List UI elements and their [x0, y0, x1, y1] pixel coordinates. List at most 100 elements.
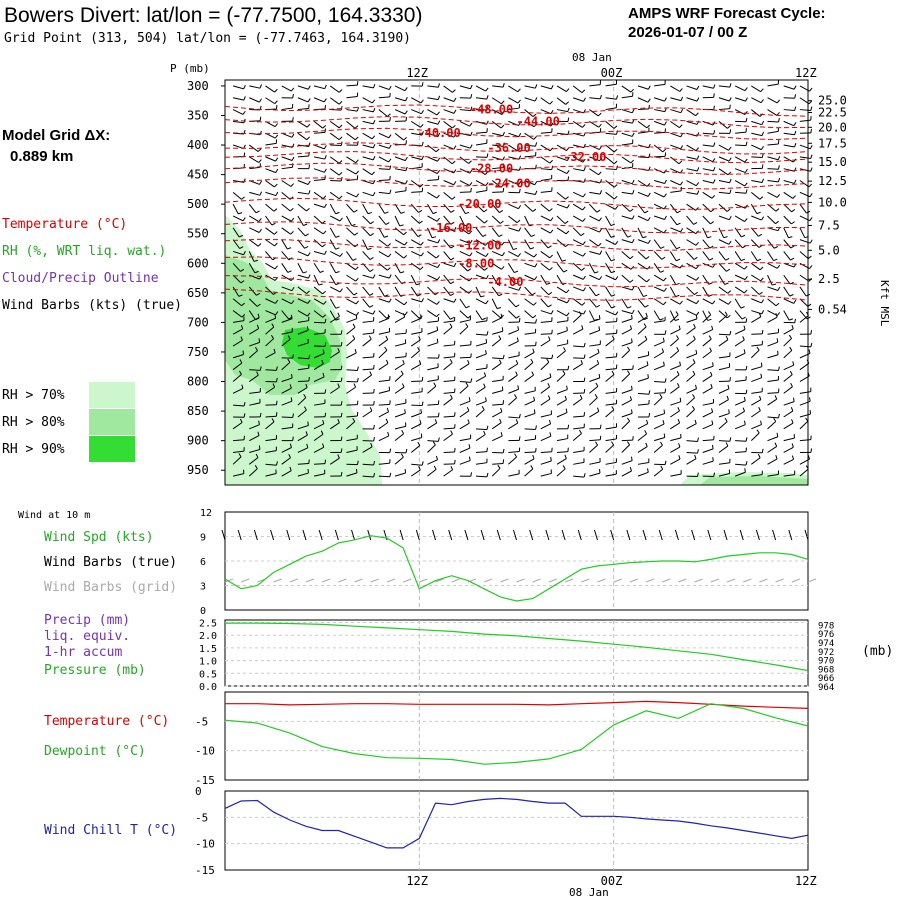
temp-dewpoint-panel: -15-10-5 — [195, 691, 809, 787]
true-wind-barb — [270, 529, 275, 541]
wind-barb — [556, 168, 568, 174]
wind-barb — [799, 362, 810, 371]
wind-barb-flag — [643, 294, 648, 298]
wind-barb — [524, 120, 535, 128]
wind-barb-flag — [369, 304, 374, 308]
wind-barb — [540, 413, 552, 418]
wind-barb-flag — [676, 222, 681, 226]
wind-barb — [265, 85, 275, 93]
wind-barb — [589, 461, 601, 465]
wind-barb-flag — [486, 95, 489, 100]
wind-barb-flag — [437, 95, 441, 100]
wind-barb-flag — [483, 209, 488, 213]
wind-barb — [443, 239, 452, 249]
wind-barb — [248, 468, 258, 477]
wind-barb-flag — [725, 335, 729, 340]
wind-barb — [459, 319, 471, 323]
wind-barb — [572, 120, 583, 128]
wind-barb-flag — [695, 314, 698, 319]
wind-barb-flag — [757, 453, 761, 458]
wind-barb-flag — [662, 148, 667, 153]
wind-barb-flag — [500, 407, 503, 412]
wind-barb — [459, 460, 471, 465]
wind-barb — [670, 473, 682, 477]
wind-barb — [589, 397, 598, 406]
wind-barb — [556, 412, 568, 418]
height-tick-label: 25.0 — [818, 94, 847, 108]
wind-barb-flag — [465, 305, 470, 309]
wind-barb-flag — [432, 441, 436, 446]
wind-barb — [443, 398, 453, 406]
wind-barb-flag — [404, 409, 406, 414]
wind-barb — [491, 286, 500, 297]
wind-barb-flag — [646, 124, 651, 129]
wind-barb-flag — [758, 395, 762, 400]
wind-barb-flag — [676, 383, 680, 388]
precip-pressure-panel: 0.00.51.01.52.02.59649669689709729749769… — [199, 619, 834, 693]
wind-barb-flag — [760, 88, 764, 92]
wind-barb-flag — [468, 277, 473, 282]
wind-barb — [751, 344, 763, 347]
wind-barb — [249, 328, 259, 335]
wind-barb-flag — [340, 412, 343, 418]
wind-barb-flag — [432, 211, 437, 215]
precip-label-liq: liq. equiv. — [44, 629, 131, 644]
wind-barb-flag — [550, 85, 554, 90]
height-tick-label: 2.5 — [818, 272, 840, 286]
wind-barb-flag — [470, 106, 473, 111]
wind-barb-flag — [530, 358, 534, 363]
wind-barb-flag — [354, 232, 359, 236]
wind-barb — [265, 338, 274, 347]
wind-barb-flag — [583, 389, 586, 394]
wind-barb — [621, 373, 631, 382]
wind-barb — [718, 388, 730, 394]
wind-barb — [475, 251, 487, 257]
wind-barb — [670, 458, 681, 465]
wind-barb — [475, 227, 484, 237]
wind-barb-flag — [661, 256, 666, 260]
wind-barb-flag — [481, 406, 485, 410]
wind-barb — [783, 474, 795, 477]
wind-barb-flag — [807, 372, 810, 377]
wind-barb-flag — [368, 335, 372, 340]
wind-barb-flag — [436, 217, 440, 222]
wind-barb-flag — [335, 247, 340, 250]
height-tick-label: 17.5 — [818, 136, 847, 150]
wind-barb — [281, 107, 293, 111]
wind-barb-flag — [535, 341, 537, 346]
wind-barb — [313, 310, 324, 318]
isotherm-lines — [224, 104, 809, 301]
wind-barb-flag — [514, 453, 518, 458]
wind-barb-flag — [420, 252, 424, 257]
wind-barb — [394, 274, 403, 285]
wind-barb-flag — [774, 442, 778, 447]
wind-barb — [410, 203, 419, 213]
wind-barb-flag — [598, 373, 601, 378]
wind-spd-label: Wind Spd (kts) — [44, 530, 154, 545]
wind-barb-flag — [697, 449, 699, 454]
wind-barb-flag — [436, 313, 440, 318]
wind-barb — [265, 438, 277, 442]
wind-barb-flag — [646, 183, 651, 187]
wind-barb-flag — [291, 300, 295, 305]
wind-barb-flag — [518, 181, 522, 185]
wind-barb-flag — [517, 326, 520, 331]
wind-barb — [799, 420, 809, 430]
wind-barb-flag — [792, 195, 796, 199]
wind-barb-flag — [708, 335, 712, 340]
wind-barb-flag — [663, 301, 667, 306]
wind-barb-flag — [353, 292, 358, 296]
wind-barb — [346, 352, 357, 359]
wind-barb — [378, 462, 390, 465]
wind-barb-flag — [453, 227, 457, 232]
wind-barb-flag — [404, 156, 408, 161]
wind-barb-flag — [789, 318, 794, 321]
precip-tick-label: 1.0 — [199, 657, 217, 668]
wind-barb-flag — [518, 133, 522, 138]
true-wind-barb — [642, 529, 647, 541]
wind-barb-flag — [664, 378, 667, 383]
wind-barb-flag — [533, 396, 536, 401]
wind-barb-flag — [679, 124, 683, 128]
wind-barb — [734, 215, 745, 222]
wind-barb-flag — [549, 159, 553, 164]
